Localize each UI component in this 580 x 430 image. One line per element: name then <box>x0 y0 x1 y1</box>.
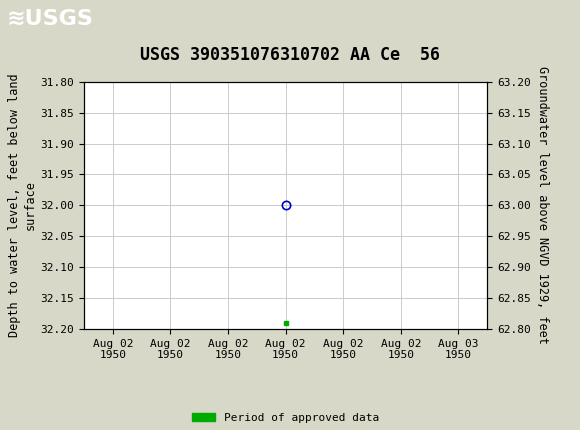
Y-axis label: Groundwater level above NGVD 1929, feet: Groundwater level above NGVD 1929, feet <box>536 66 549 344</box>
Text: ≋USGS: ≋USGS <box>7 9 94 29</box>
Legend: Period of approved data: Period of approved data <box>188 408 383 427</box>
Y-axis label: Depth to water level, feet below land
surface: Depth to water level, feet below land su… <box>9 74 37 337</box>
Text: USGS 390351076310702 AA Ce  56: USGS 390351076310702 AA Ce 56 <box>140 46 440 64</box>
